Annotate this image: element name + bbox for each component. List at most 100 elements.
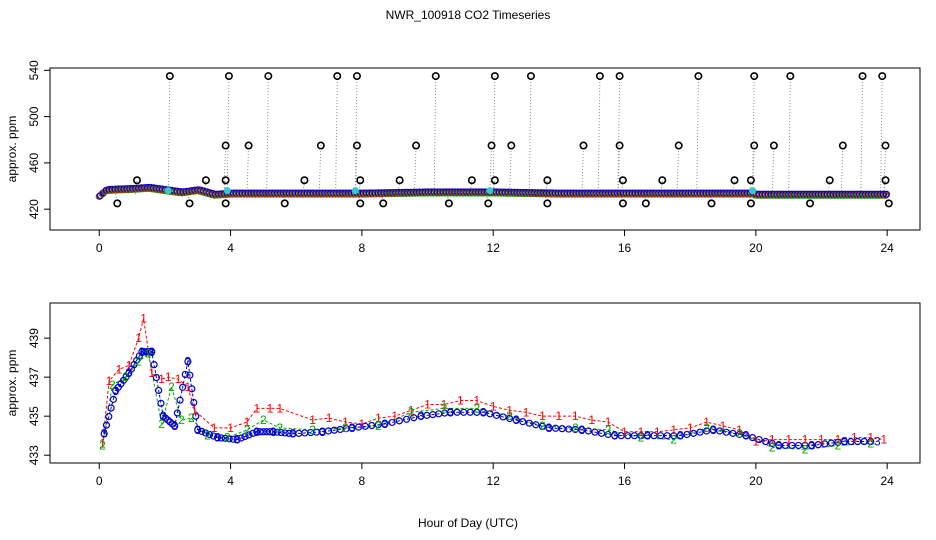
bottom-series-point [402,415,411,423]
bottom-y-tick-label: 437 [27,367,41,387]
bottom-x-tick-label: 8 [359,474,366,488]
bottom-series-point [722,428,730,436]
bottom-series-marker-2: 2 [375,419,382,433]
bottom-series-point [269,428,277,436]
top-cyan-point [486,187,494,195]
bottom-series-point [348,424,356,432]
bottom-y-tick-label: 433 [27,445,41,465]
top-cyan-point [164,187,172,195]
top-outlier-point [201,176,210,185]
bottom-series-point [519,418,527,426]
top-outlier-point [694,72,703,81]
top-outlier-point [878,72,887,81]
bottom-series-marker-3: 3 [382,417,389,431]
top-y-tick-label: 540 [27,60,41,80]
bottom-series-marker-2: 2 [135,355,142,369]
bottom-series-marker-1: 1 [191,403,198,417]
top-spike-guide [246,145,250,195]
top-y-axis-label: approx. ppm [5,116,19,183]
bottom-series-marker-1: 1 [457,394,464,408]
top-outlier-point [746,199,755,208]
bottom-series-point [821,440,829,448]
bottom-series-marker-2: 2 [473,401,480,415]
top-x-tick-label: 12 [487,241,501,255]
bottom-series-marker-3: 3 [841,435,848,449]
bottom-series-marker-2: 2 [638,431,645,445]
bottom-series-marker-2: 2 [408,405,415,419]
bottom-series-marker-3: 3 [611,429,618,443]
top-outlier-point [674,141,683,150]
bottom-y-axis-label: approx. ppm [5,350,19,417]
bottom-series-point [102,421,111,429]
top-outlier-point [352,141,361,150]
bottom-series-marker-3: 3 [579,423,586,437]
top-outlier-point [881,141,890,150]
top-outlier-point [185,199,194,208]
top-outlier-point [730,176,739,185]
top-spike-guide [788,76,791,195]
bottom-series-point [176,396,184,404]
bottom-series-marker-3: 3 [349,421,356,435]
bottom-series-point [506,414,514,423]
bottom-series-point [591,428,599,436]
bottom-series-marker-2: 2 [145,347,152,361]
top-outlier-point [881,176,890,185]
top-x-tick-label: 4 [227,241,234,255]
bottom-series-marker-1: 1 [106,374,113,388]
bottom-series-marker-1: 1 [851,431,858,445]
bottom-series-marker-3: 3 [808,438,815,452]
top-x-tick-label: 0 [96,241,103,255]
top-outlier-point [395,176,404,185]
top-baseline-point [882,190,891,198]
bottom-series-point [538,422,547,430]
bottom-series-marker-3: 3 [644,429,651,443]
bottom-series-point [395,417,403,425]
bottom-series-marker-3: 3 [546,421,553,435]
bottom-series-marker-1: 1 [375,411,382,425]
bottom-series-point [755,435,763,444]
bottom-series-marker-1: 1 [267,401,274,415]
bottom-series-point [150,361,158,369]
bottom-series-point [486,410,494,418]
top-outlier-point [806,199,815,208]
bottom-series-point [217,434,225,442]
bottom-series-point [237,434,245,442]
bottom-series-point [173,409,181,417]
bottom-series-marker-2: 2 [109,378,116,392]
top-outlier-point [221,199,230,208]
top-outlier-point [825,176,834,185]
top-outlier-point [543,176,552,185]
top-spike-guide [752,76,755,195]
top-spike-guide [433,76,437,195]
bottom-series-point [492,411,501,419]
bottom-series-point [768,439,776,448]
top-outlier-point [467,176,476,185]
top-spike-guide [771,145,775,195]
bottom-series-marker-1: 1 [556,409,563,423]
top-spike-guide [354,145,358,195]
bottom-series-point [192,412,200,420]
bottom-series-marker-1: 1 [720,419,727,433]
bottom-series-marker-1: 1 [539,409,546,423]
bottom-series-marker-1: 1 [523,405,530,419]
bottom-series-marker-1: 1 [753,435,760,449]
bottom-series-marker-3: 3 [270,425,277,439]
bottom-series-point [578,426,586,434]
bottom-plot-frame [49,302,921,464]
bottom-series-point [148,348,156,356]
top-spike-guide [318,145,322,195]
bottom-series-marker-3: 3 [139,345,146,359]
bottom-series-point [281,429,289,437]
top-outlier-point [707,199,716,208]
top-outlier-point [507,141,516,150]
bottom-series-marker-3: 3 [290,427,297,441]
bottom-series-marker-2: 2 [260,413,267,427]
top-outlier-point [490,176,499,185]
bottom-series-marker-1: 1 [227,421,234,435]
bottom-series-marker-1: 1 [158,372,165,386]
top-spike-guide [302,180,305,195]
top-spike-guide [413,145,417,195]
bottom-x-tick-label: 24 [880,474,894,488]
bottom-series-point [105,412,113,421]
